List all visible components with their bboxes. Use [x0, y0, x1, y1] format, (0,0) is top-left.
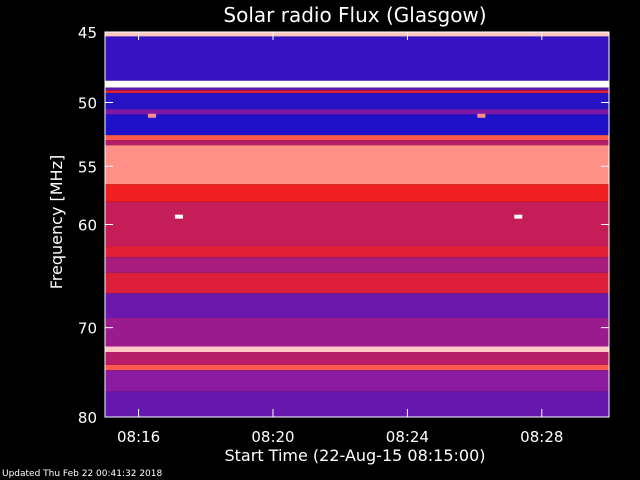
- updated-timestamp: Updated Thu Feb 22 00:41:32 2018: [2, 469, 163, 479]
- frequency-band: [105, 140, 609, 146]
- frequency-band: [105, 184, 609, 202]
- frequency-band: [105, 364, 609, 371]
- frequency-band: [105, 114, 609, 136]
- frequency-band: [105, 370, 609, 392]
- y-tick-label: 60: [78, 217, 97, 235]
- x-tick-label: 08:28: [520, 428, 563, 446]
- y-tick-label: 50: [78, 95, 97, 113]
- spectrogram-plot: [105, 32, 609, 417]
- frequency-band: [105, 318, 609, 347]
- frequency-band: [105, 80, 609, 88]
- y-tick-label: 55: [78, 158, 97, 176]
- frequency-band: [105, 93, 609, 110]
- frequency-band: [105, 36, 609, 81]
- frequency-band: [105, 135, 609, 141]
- x-tick-label: 08:16: [117, 428, 160, 446]
- burst-event: [148, 113, 157, 118]
- frequency-band: [105, 201, 609, 247]
- x-axis: 08:16 08:20 08:24 08:28: [117, 32, 563, 446]
- burst-event: [514, 214, 523, 219]
- frequency-band: [105, 346, 609, 353]
- y-axis: 45 50 55 60 70 80: [78, 24, 609, 427]
- frequency-band: [105, 32, 609, 37]
- frequency-band: [105, 391, 609, 417]
- frequency-band: [105, 145, 609, 185]
- frequency-band: [105, 293, 609, 319]
- frequency-band: [105, 257, 609, 273]
- frequency-band: [105, 90, 609, 94]
- burst-event: [174, 214, 183, 219]
- chart-title: Solar radio Flux (Glasgow): [223, 3, 486, 27]
- y-tick-label: 45: [78, 24, 97, 42]
- y-tick-label: 80: [78, 409, 97, 427]
- frequency-band: [105, 87, 609, 91]
- burst-event: [477, 113, 486, 118]
- x-tick-label: 08:20: [251, 428, 294, 446]
- frequency-band: [105, 272, 609, 294]
- x-axis-label: Start Time (22-Aug-15 08:15:00): [225, 446, 486, 465]
- frequency-band: [105, 109, 609, 115]
- frequency-band: [105, 352, 609, 365]
- y-tick-label: 70: [78, 320, 97, 338]
- y-axis-label: Frequency [MHz]: [47, 155, 66, 289]
- frequency-band: [105, 246, 609, 258]
- x-tick-label: 08:24: [386, 428, 429, 446]
